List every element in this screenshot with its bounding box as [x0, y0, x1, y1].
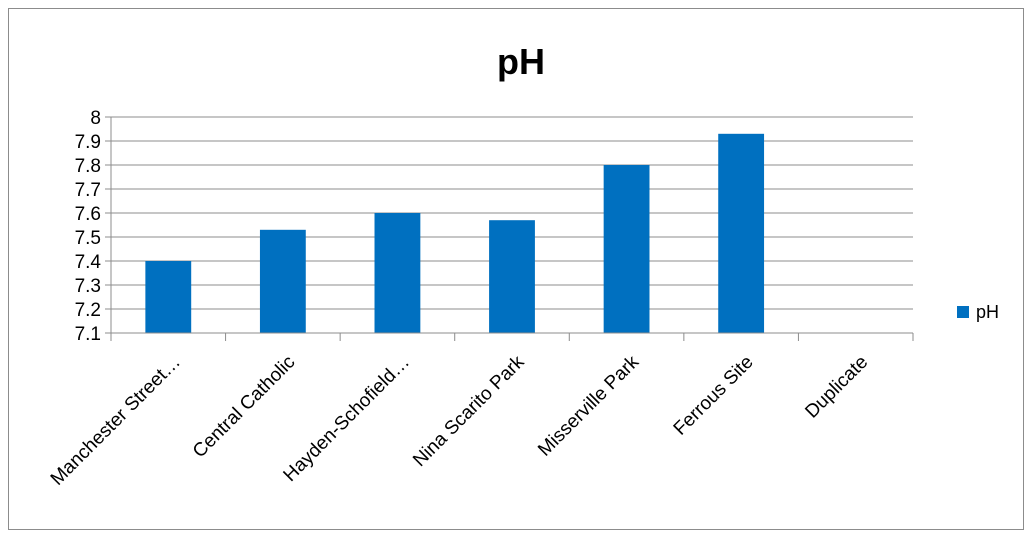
x-category-label-2: Hayden-Schofield…: [280, 352, 414, 486]
y-tick-label-6: 7.7: [75, 180, 101, 201]
y-tick-label-3: 7.4: [75, 252, 102, 273]
y-axis-ticks: 7.1 7.2 7.3 7.4 7.5 7.6 7.7 7.8 7.9 8: [75, 108, 102, 345]
bar-0: [145, 261, 192, 333]
y-tick-label-4: 7.5: [75, 228, 101, 249]
x-category-label-5: Ferrous Site: [670, 352, 758, 440]
y-tick-label-2: 7.3: [75, 276, 101, 297]
y-tick-label-0: 7.1: [75, 324, 101, 345]
chart-title: pH: [497, 41, 545, 82]
bar-5: [718, 133, 765, 333]
legend-swatch-ph: [957, 306, 969, 318]
legend-label-ph: pH: [976, 302, 999, 322]
bar-3: [489, 220, 535, 333]
bar-2: [374, 213, 421, 333]
y-tick-label-8: 7.9: [75, 132, 101, 153]
x-category-label-3: Nina Scarito Park: [409, 351, 529, 471]
y-tick-label-1: 7.2: [75, 300, 101, 321]
x-category-label-1: Central Catholic: [189, 352, 299, 462]
y-tick-label-5: 7.6: [75, 204, 101, 225]
legend: pH: [957, 302, 999, 322]
y-tick-label-7: 7.8: [75, 156, 101, 177]
x-category-label-4: Misserville Park: [534, 351, 643, 460]
x-category-label-0: Manchester Street…: [47, 352, 185, 490]
y-tick-label-9: 8: [90, 108, 101, 129]
bar-4: [603, 165, 650, 333]
bars: [145, 133, 765, 333]
x-category-label-6: Duplicate: [801, 352, 872, 423]
bar-1: [259, 229, 306, 333]
